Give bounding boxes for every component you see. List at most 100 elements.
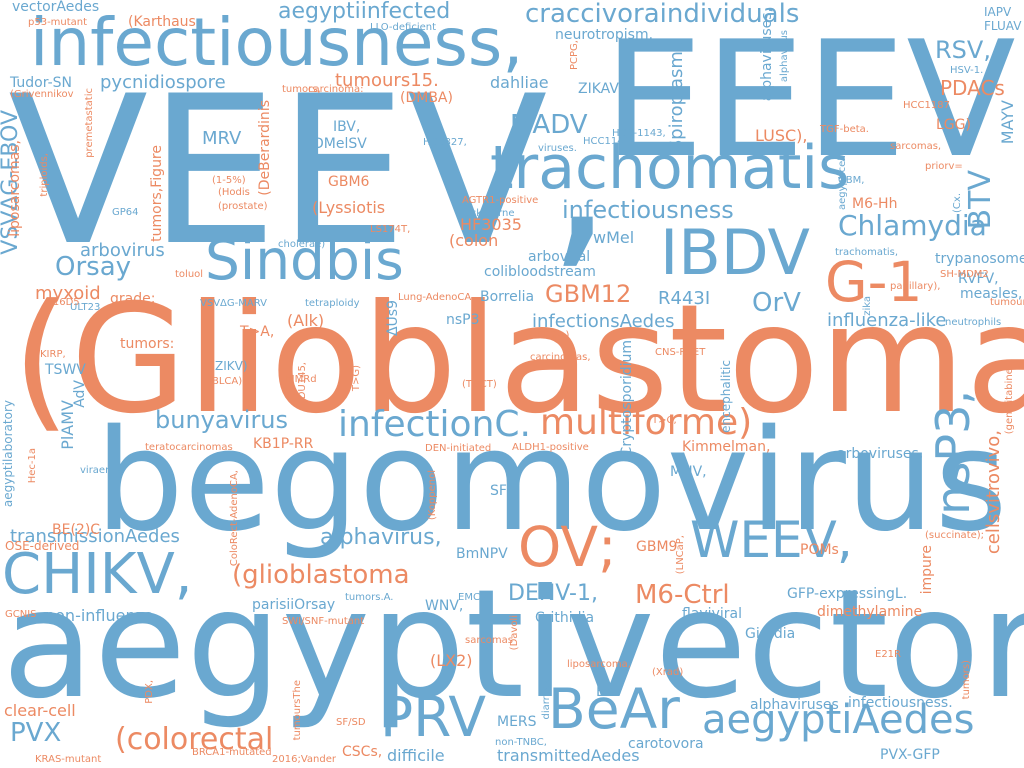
cloud-word: arboviruses, bbox=[837, 446, 924, 462]
cloud-word: (Xrad) bbox=[652, 667, 684, 678]
cloud-word: neurotropism. bbox=[555, 27, 654, 43]
cloud-word: EMCV, bbox=[458, 592, 490, 603]
cloud-word: cellsvitrovivo, bbox=[983, 430, 1004, 555]
cloud-word: ZIKAV bbox=[578, 81, 619, 97]
cloud-word: HF3035 bbox=[460, 215, 522, 234]
cloud-word: GBM, bbox=[838, 175, 865, 186]
cloud-word: TSWV bbox=[45, 362, 86, 378]
cloud-word: impure bbox=[919, 545, 935, 595]
cloud-word: Borrelia bbox=[480, 289, 535, 305]
cloud-word: FLUAV bbox=[984, 19, 1022, 33]
cloud-word: HCC827, bbox=[423, 137, 467, 148]
cloud-word: parisiiOrsay bbox=[252, 597, 336, 613]
cloud-word: VSVΔG-MARV bbox=[200, 298, 267, 309]
cloud-word: E21R bbox=[875, 649, 901, 660]
cloud-word: premetastatic bbox=[84, 88, 95, 158]
cloud-word: OV; bbox=[518, 515, 617, 579]
cloud-word: diarrheal bbox=[541, 675, 552, 720]
cloud-word: difficile bbox=[387, 746, 445, 765]
cloud-word: BRCA1-mutated bbox=[192, 747, 272, 758]
cloud-word: (Koppenol bbox=[427, 470, 438, 521]
cloud-word: influenza-like bbox=[827, 310, 947, 331]
cloud-word: (LX2) bbox=[430, 651, 473, 670]
cloud-word: AGTR1-positive bbox=[462, 195, 539, 206]
cloud-word: pycnidiospore bbox=[100, 72, 226, 93]
cloud-word: p53-mutant bbox=[28, 17, 88, 28]
cloud-word: (Alk) bbox=[287, 311, 325, 330]
cloud-word: tumors) bbox=[961, 660, 972, 700]
cloud-word: arbovirus bbox=[80, 240, 165, 261]
cloud-word: tick-borne bbox=[464, 208, 515, 219]
cloud-word: alphavirus, bbox=[320, 525, 442, 550]
cloud-word: DMelSV bbox=[313, 136, 367, 152]
cloud-word: WNV, bbox=[425, 598, 464, 614]
cloud-word: PDX, bbox=[144, 680, 155, 704]
cloud-word: Spiroplasma bbox=[666, 40, 687, 152]
cloud-word: trypanosome bbox=[935, 251, 1024, 267]
cloud-word: GCNIS bbox=[5, 609, 37, 620]
cloud-word: IBDV bbox=[660, 216, 810, 289]
cloud-word: MERS bbox=[497, 714, 537, 730]
cloud-word: (LNCaP, bbox=[675, 535, 686, 575]
cloud-word: BTV bbox=[963, 170, 998, 230]
cloud-word: Tudor-SN bbox=[10, 75, 73, 91]
cloud-word: multiforme) bbox=[540, 402, 753, 443]
cloud-word: (DMBA) bbox=[400, 90, 453, 106]
cloud-word: arboviral bbox=[528, 249, 591, 265]
cloud-word: T>G) bbox=[351, 365, 362, 392]
cloud-word: ALDH1-positive bbox=[512, 442, 589, 453]
cloud-word: PVX bbox=[10, 718, 62, 748]
cloud-word: PRV bbox=[380, 685, 486, 749]
cloud-word: (prostate) bbox=[218, 201, 268, 212]
cloud-word: tetraploidy bbox=[305, 298, 360, 309]
cloud-word: POMs bbox=[800, 542, 839, 558]
cloud-word: infectiousness. bbox=[848, 695, 953, 711]
cloud-word: aegypticells bbox=[837, 150, 848, 211]
cloud-word: sarcomas, bbox=[890, 141, 942, 152]
cloud-word: Giardia bbox=[745, 626, 796, 642]
cloud-word: Kimmelman, bbox=[682, 439, 771, 455]
cloud-word: MRV bbox=[202, 128, 242, 149]
cloud-word: ZIKV) bbox=[215, 359, 248, 373]
cloud-word: HCC1187 bbox=[903, 100, 950, 111]
cloud-word: aegyptiinfected bbox=[278, 0, 451, 24]
cloud-word: EhV bbox=[596, 684, 624, 700]
cloud-word: (Lyssiotis bbox=[312, 198, 386, 217]
cloud-word: colibloodstream bbox=[484, 264, 596, 280]
cloud-word: bunyavirus bbox=[155, 406, 289, 434]
cloud-word: tumors.A. bbox=[345, 592, 394, 603]
cloud-word: begomovirus bbox=[95, 400, 1008, 563]
cloud-word: (Glioblastoma bbox=[12, 273, 1024, 447]
cloud-word: TGF-beta. bbox=[820, 124, 869, 135]
cloud-word: toluol bbox=[175, 269, 204, 280]
cloud-word: Chlamydia bbox=[838, 209, 987, 242]
cloud-word: RVFV, bbox=[958, 271, 999, 287]
cloud-word: neutrophils bbox=[945, 317, 1002, 328]
cloud-word: IAPV bbox=[984, 5, 1012, 19]
cloud-word: Sindbis bbox=[205, 228, 404, 292]
cloud-word: KRAS-mutant bbox=[35, 754, 102, 765]
cloud-word: Cryptosporidium bbox=[619, 340, 635, 457]
cloud-word: HSV-1. bbox=[950, 65, 984, 76]
cloud-word: GBM9 bbox=[636, 539, 678, 555]
cloud-word: viruses. bbox=[538, 143, 577, 154]
cloud-word: dahliae bbox=[490, 73, 549, 92]
cloud-word: SFV bbox=[490, 483, 517, 499]
cloud-word: trachomatis bbox=[490, 133, 850, 203]
cloud-word: CHIKV, bbox=[2, 542, 193, 607]
cloud-word: PVX-GFP bbox=[880, 747, 940, 763]
cloud-word: HER2+) bbox=[530, 330, 570, 341]
cloud-word: T>C, bbox=[652, 415, 677, 426]
cloud-word: HCC1143 bbox=[583, 136, 630, 147]
cloud-word: M6-Ctrl bbox=[635, 580, 730, 610]
cloud-word: nsP3 bbox=[446, 312, 480, 328]
cloud-word: LGG) bbox=[936, 117, 971, 133]
cloud-word: Orsay bbox=[55, 252, 132, 282]
cloud-word: MHV, bbox=[670, 464, 707, 480]
cloud-word: infectionsAedes bbox=[532, 311, 675, 332]
cloud-word: LS174T, bbox=[370, 224, 411, 235]
cloud-word: dimethylamine bbox=[817, 604, 923, 620]
cloud-word: tumors,Figure bbox=[149, 145, 165, 242]
cloud-word: 2016;Vander bbox=[272, 754, 336, 765]
